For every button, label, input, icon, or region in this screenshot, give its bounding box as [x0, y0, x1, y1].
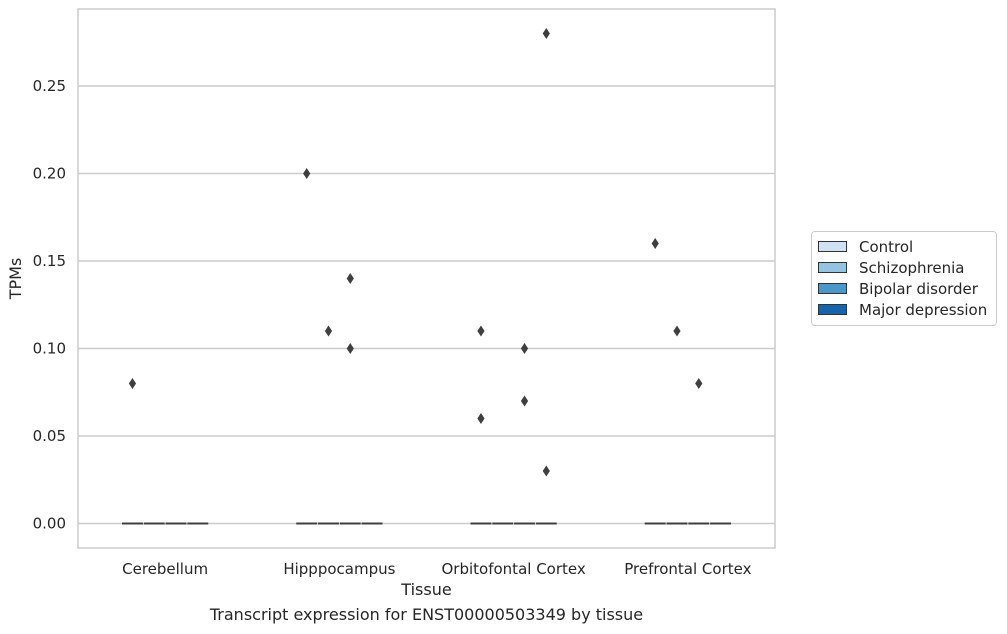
y-tick-label: 0.20 — [33, 165, 66, 183]
outlier-point — [324, 325, 333, 337]
x-tick-label: Orbitofontal Cortex — [442, 560, 586, 578]
legend-swatch — [818, 283, 847, 294]
outlier-point — [303, 168, 311, 179]
legend-label: Control — [859, 237, 914, 256]
legend-label: Bipolar disorder — [859, 279, 978, 298]
x-tick-label: Prefrontal Cortex — [624, 560, 751, 578]
outliers — [128, 28, 703, 477]
outlier-point — [695, 378, 703, 389]
outlier-point — [346, 343, 354, 354]
legend-item: Major depression — [818, 299, 996, 320]
y-tick-label: 0.15 — [33, 252, 66, 270]
legend-label: Schizophrenia — [859, 258, 965, 277]
legend-item: Control — [818, 236, 996, 257]
legend: Control Schizophrenia Bipolar disorder M… — [811, 231, 997, 326]
legend-swatch — [818, 262, 847, 273]
outlier-point — [477, 325, 485, 337]
y-tick-label: 0.25 — [33, 77, 66, 95]
outlier-point — [673, 325, 681, 337]
y-axis-label: TPMs — [6, 258, 25, 301]
x-tick-label: Cerebellum — [122, 560, 208, 578]
x-axis-ticks: Cerebellum Hipppocampus Orbitofontal Corte… — [122, 560, 751, 578]
x-tick-label: Hipppocampus — [283, 560, 395, 578]
outlier-point — [542, 28, 550, 39]
x-axis-label: Tissue — [400, 580, 451, 599]
legend-swatch — [818, 304, 847, 315]
chart-caption: Transcript expression for ENST0000050334… — [209, 605, 644, 624]
y-tick-label: 0.10 — [33, 340, 66, 358]
y-axis-ticks: 0.00 0.05 0.10 0.15 0.20 0.25 — [33, 77, 66, 533]
outlier-point — [346, 273, 354, 284]
legend-item: Bipolar disorder — [818, 278, 996, 299]
legend-item: Schizophrenia — [818, 257, 996, 278]
outlier-point — [477, 413, 485, 424]
outlier-point — [651, 238, 659, 249]
plot-area-frame — [77, 8, 776, 549]
gridlines — [78, 85, 775, 525]
y-tick-label: 0.05 — [33, 427, 66, 445]
y-tick-label: 0.00 — [33, 515, 66, 533]
outlier-point — [542, 465, 550, 477]
legend-swatch — [818, 241, 847, 252]
outlier-point — [520, 395, 529, 407]
legend-label: Major depression — [859, 300, 988, 319]
outlier-point — [128, 378, 137, 389]
outlier-point — [520, 343, 529, 354]
